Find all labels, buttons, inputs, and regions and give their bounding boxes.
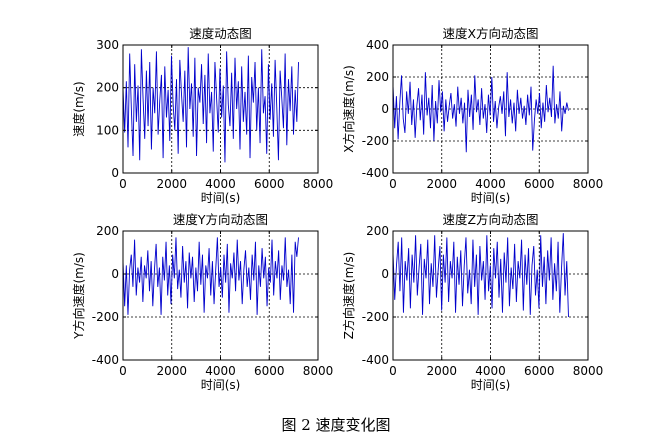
chart1-xtick-label: 0 — [119, 177, 127, 191]
chart4-ytick-label: 0 — [381, 267, 389, 281]
figure-caption: 图 2 速度变化图 — [281, 416, 391, 434]
chart4-title: 速度Z方向动态图 — [442, 212, 538, 227]
chart4-ylabel: Z方向速度(m/s) — [341, 252, 356, 340]
chart3-xlabel: 时间(s) — [201, 378, 241, 392]
chart2-xlabel: 时间(s) — [471, 191, 511, 205]
chart3-series-line — [122, 237, 299, 315]
chart3-title: 速度Y方向动态图 — [173, 212, 268, 227]
chart2-title: 速度X方向动态图 — [442, 26, 538, 41]
chart1-ytick-label: 0 — [111, 166, 119, 180]
chart4-xtick-label: 4000 — [475, 364, 506, 378]
chart2-xtick-label: 8000 — [573, 177, 604, 191]
chart1-ytick-label: 300 — [96, 38, 119, 52]
chart2-ytick-label: -400 — [362, 166, 389, 180]
chart2-ytick-label: 0 — [381, 102, 389, 116]
chart1-xtick-label: 8000 — [303, 177, 334, 191]
chart4-xtick-label: 8000 — [573, 364, 604, 378]
chart3-ytick-label: 200 — [96, 224, 119, 238]
chart2-ytick-label: 200 — [366, 70, 389, 84]
chart2-ylabel: X方向速度(m/s) — [341, 65, 356, 153]
chart3-xtick-label: 4000 — [205, 364, 236, 378]
chart2-xtick-label: 2000 — [426, 177, 457, 191]
chart2-series-line — [392, 65, 569, 153]
chart2-xtick-label: 0 — [389, 177, 397, 191]
chart4-xtick-label: 0 — [389, 364, 397, 378]
chart4-ytick-label: 200 — [366, 224, 389, 238]
chart2-xtick-label: 4000 — [475, 177, 506, 191]
chart1-xlabel: 时间(s) — [201, 191, 241, 205]
chart1-title: 速度动态图 — [189, 26, 252, 41]
chart2-xtick-label: 6000 — [524, 177, 555, 191]
chart3-ytick-label: -200 — [92, 310, 119, 324]
chart4-xlabel: 时间(s) — [471, 378, 511, 392]
chart3-xtick-label: 8000 — [303, 364, 334, 378]
chart1-xtick-label: 2000 — [156, 177, 187, 191]
chart4-ytick-label: -400 — [362, 353, 389, 367]
chart1-xtick-label: 4000 — [205, 177, 236, 191]
chart1-ytick-label: 200 — [96, 81, 119, 95]
chart1-ylabel: 速度(m/s) — [71, 81, 86, 136]
chart2-ytick-label: -200 — [362, 134, 389, 148]
chart1-xtick-label: 6000 — [254, 177, 285, 191]
chart4-xtick-label: 2000 — [426, 364, 457, 378]
chart4-xtick-label: 6000 — [524, 364, 555, 378]
chart4-series-line — [392, 233, 569, 318]
chart3-xtick-label: 2000 — [156, 364, 187, 378]
chart3-ytick-label: 0 — [111, 267, 119, 281]
chart3-ytick-label: -400 — [92, 353, 119, 367]
chart1-series-line — [122, 47, 299, 163]
chart4-ytick-label: -200 — [362, 310, 389, 324]
chart3-xtick-label: 0 — [119, 364, 127, 378]
chart2-ytick-label: 400 — [366, 38, 389, 52]
chart3-ylabel: Y方向速度(m/s) — [71, 252, 86, 340]
chart3-xtick-label: 6000 — [254, 364, 285, 378]
chart1-ytick-label: 100 — [96, 123, 119, 137]
